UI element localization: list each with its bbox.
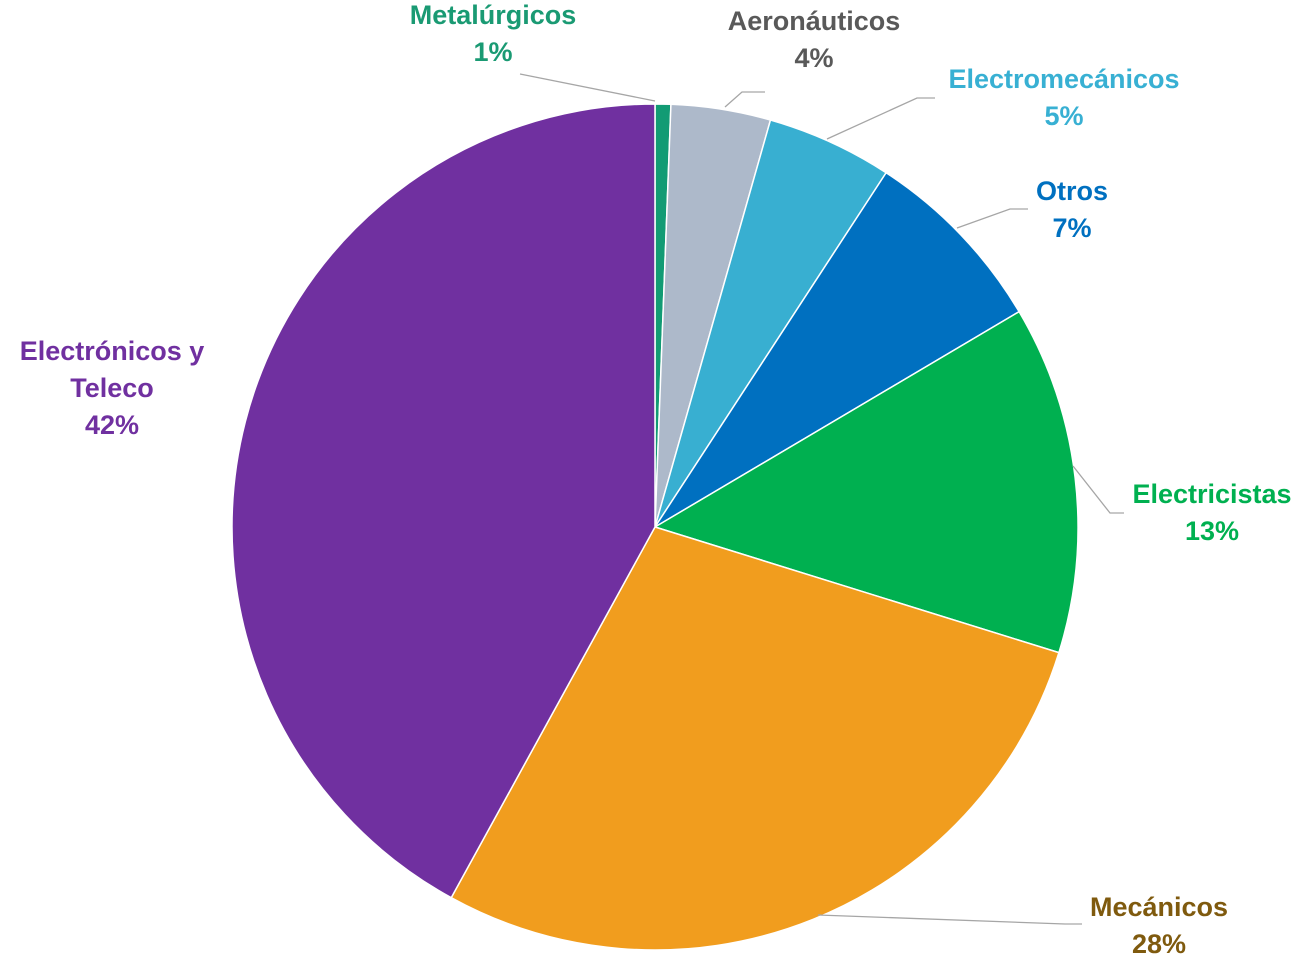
slice-label-metalurgicos: Metalúrgicos 1% <box>410 0 577 67</box>
leader-line-electricistas <box>1072 465 1124 514</box>
slice-label-electronicos-y-teleco: Electrónicos y Teleco 42% <box>20 336 205 440</box>
leader-line-electromecanicos <box>826 97 935 140</box>
slice-label-percent: 1% <box>473 37 512 67</box>
slice-label-name: Electrónicos y <box>20 336 205 366</box>
slice-label-percent: 13% <box>1185 516 1239 546</box>
slice-label-percent: 5% <box>1044 101 1083 131</box>
leader-line-metalurgicos <box>519 73 656 102</box>
slice-label-otros: Otros 7% <box>1036 176 1108 243</box>
leader-line-mecanicos <box>817 914 1082 925</box>
pie-slices <box>231 103 1079 951</box>
pie-slice-electronicos-y-teleco <box>231 103 656 899</box>
slice-label-name: Teleco <box>70 373 154 403</box>
slice-label-electromecanicos: Electromecánicos 5% <box>948 64 1179 131</box>
slice-labels: Metalúrgicos 1% Aeronáuticos 4% Electromecán… <box>20 0 1292 959</box>
slice-label-name: Aeronáuticos <box>728 6 901 36</box>
slice-label-percent: 28% <box>1132 929 1186 959</box>
slice-label-percent: 7% <box>1052 213 1091 243</box>
slice-label-electricistas: Electricistas 13% <box>1132 479 1291 546</box>
leader-line-aeronauticos <box>724 91 765 108</box>
slice-label-name: Mecánicos <box>1090 892 1228 922</box>
slice-label-mecanicos: Mecánicos 28% <box>1090 892 1228 959</box>
slice-label-percent: 42% <box>85 410 139 440</box>
leader-lines <box>519 73 1124 925</box>
leader-line-otros <box>956 208 1028 229</box>
slice-label-name: Electromecánicos <box>948 64 1179 94</box>
slice-label-aeronauticos: Aeronáuticos 4% <box>728 6 901 73</box>
slice-label-name: Otros <box>1036 176 1108 206</box>
slice-label-name: Electricistas <box>1132 479 1291 509</box>
slice-label-percent: 4% <box>794 43 833 73</box>
pie-slice-mecanicos <box>450 526 1060 951</box>
slice-label-name: Metalúrgicos <box>410 0 577 30</box>
pie-slice-electricistas <box>653 310 1079 654</box>
pie-slice-otros <box>654 171 1021 528</box>
